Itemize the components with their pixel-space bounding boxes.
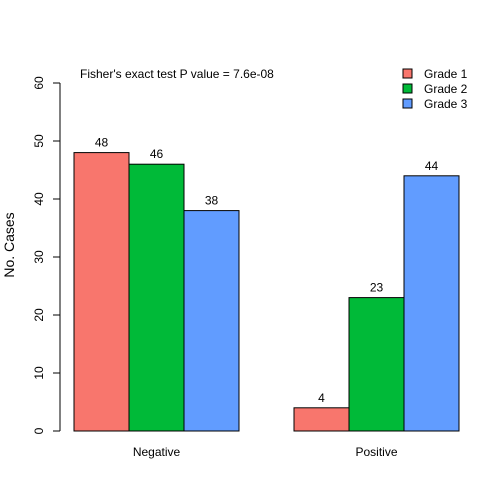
bar-value-label: 4 — [318, 391, 325, 405]
bar-value-label: 23 — [370, 281, 384, 295]
y-tick-label: 10 — [32, 366, 46, 380]
y-tick-label: 0 — [32, 427, 46, 434]
fisher-test-annotation: Fisher's exact test P value = 7.6e-08 — [80, 67, 274, 81]
y-axis: 0 10 20 30 40 50 60 — [32, 76, 61, 434]
legend-swatch — [402, 68, 413, 79]
legend-label: Grade 3 — [424, 97, 468, 111]
legend-label: Grade 2 — [424, 82, 468, 96]
bar-negative-grade-3 — [183, 210, 240, 432]
bar-value-label: 44 — [425, 159, 439, 173]
category-label-positive: Positive — [355, 445, 397, 459]
y-tick-label: 20 — [32, 308, 46, 322]
y-axis-title: No. Cases — [1, 212, 17, 277]
bar-value-label: 46 — [150, 147, 164, 161]
bar-negative-grade-2 — [128, 163, 185, 432]
bar-positive-grade-2 — [348, 297, 405, 432]
bar-positive-grade-3 — [403, 175, 460, 432]
legend-label: Grade 1 — [424, 67, 468, 81]
bar-negative-grade-1 — [73, 152, 130, 432]
category-labels: Negative Positive — [133, 445, 398, 459]
y-tick-label: 30 — [32, 250, 46, 264]
category-label-negative: Negative — [133, 445, 181, 459]
y-tick-label: 40 — [32, 192, 46, 206]
bar-value-label: 48 — [95, 136, 109, 150]
bars: 48 46 38 4 23 44 — [73, 136, 460, 432]
bar-value-label: 38 — [205, 194, 219, 208]
legend-swatch — [402, 98, 413, 109]
legend-swatch — [402, 83, 413, 94]
y-tick-label: 50 — [32, 134, 46, 148]
bar-positive-grade-1 — [293, 407, 350, 432]
y-tick-label: 60 — [32, 76, 46, 90]
